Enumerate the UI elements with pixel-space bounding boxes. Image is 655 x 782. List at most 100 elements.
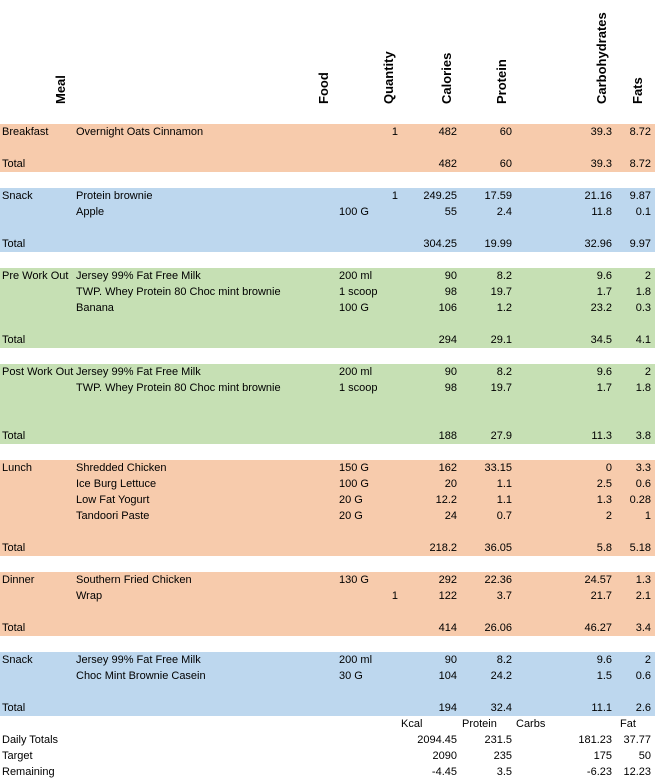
table-row: Apple 100 G 55 2.4 11.8 0.1	[0, 204, 655, 220]
unit-cell: 20 G	[339, 494, 363, 506]
calories-cell: 218.2	[429, 542, 457, 554]
summary-carbs: 175	[593, 750, 612, 762]
fats-cell: 2.6	[635, 702, 651, 714]
protein-cell: 19.7	[490, 286, 512, 298]
table-row: Snack Protein brownie 1 249.25 17.59 21.16 9.8…	[0, 188, 655, 204]
total-row: Total 194 32.4 11.1 2.6	[0, 700, 655, 716]
table-row: Snack Jersey 99% Fat Free Milk 200 ml 90 8.2…	[0, 652, 655, 668]
summary-row-target: Target 2090 235 175 50	[0, 748, 655, 764]
calories-cell: 24	[444, 510, 457, 522]
table-row: Wrap 1 122 3.7 21.7 2.1	[0, 588, 655, 604]
carbs-cell: 23.2	[590, 302, 612, 314]
unit-cell: 30 G	[339, 670, 363, 682]
meal-cell: Total	[2, 702, 26, 714]
food-cell: Tandoori Paste	[76, 510, 150, 522]
total-row: Total 482 60 39.3 8.72	[0, 156, 655, 172]
food-cell: Southern Fried Chicken	[76, 574, 192, 586]
food-cell: Protein brownie	[76, 190, 153, 202]
table-row	[0, 524, 655, 540]
fats-cell: 8.72	[629, 126, 651, 138]
fats-cell: 3.3	[635, 462, 651, 474]
calories-cell: 106	[438, 302, 457, 314]
fats-cell: 1.8	[635, 382, 651, 394]
table-row	[0, 604, 655, 620]
protein-cell: 27.9	[490, 430, 512, 442]
calories-cell: 414	[438, 622, 457, 634]
calories-cell: 90	[444, 654, 457, 666]
meal-cell: Post Work Out	[2, 366, 74, 378]
protein-cell: 8.2	[496, 270, 512, 282]
carbs-cell: 1.7	[596, 286, 612, 298]
table-row	[0, 348, 655, 364]
calories-cell: 162	[438, 462, 457, 474]
food-cell: Overnight Oats Cinnamon	[76, 126, 204, 138]
table-row	[0, 316, 655, 332]
calories-cell: 98	[444, 382, 457, 394]
protein-cell: 60	[499, 126, 512, 138]
summary-carbs: -6.23	[586, 766, 612, 778]
summary-calories: 2094.45	[417, 734, 457, 746]
summary-label: Daily Totals	[2, 734, 59, 746]
table-row	[0, 636, 655, 652]
fats-cell: 0.6	[635, 670, 651, 682]
table-row	[0, 444, 655, 460]
calories-cell: 294	[438, 334, 457, 346]
unit-cell: 130 G	[339, 574, 369, 586]
protein-cell: 60	[499, 158, 512, 170]
summary-header-row: Kcal Protein Carbs Fat	[0, 716, 655, 732]
unit-cell: 200 ml	[339, 270, 373, 282]
calories-cell: 122	[438, 590, 457, 602]
protein-cell: 26.06	[484, 622, 512, 634]
fats-cell: 1.8	[635, 286, 651, 298]
table-row	[0, 220, 655, 236]
carbs-cell: 1.3	[596, 494, 612, 506]
summary-protein: 3.5	[496, 766, 512, 778]
calories-cell: 292	[438, 574, 457, 586]
summary-fat-label: Fat	[620, 718, 636, 730]
header-carbohydrates: Carbohydrates	[594, 12, 609, 104]
header-meal: Meal	[53, 75, 68, 104]
carbs-cell: 24.57	[584, 574, 612, 586]
summary-kcal-label: Kcal	[401, 718, 423, 730]
food-cell: Shredded Chicken	[76, 462, 167, 474]
carbs-cell: 0	[605, 462, 612, 474]
protein-cell: 22.36	[484, 574, 512, 586]
carbs-cell: 39.3	[590, 158, 612, 170]
carbs-cell: 21.16	[584, 190, 612, 202]
protein-cell: 17.59	[484, 190, 512, 202]
calories-cell: 482	[438, 126, 457, 138]
summary-fat: 37.77	[623, 734, 651, 746]
table-row	[0, 412, 655, 428]
calories-cell: 55	[444, 206, 457, 218]
protein-cell: 1.2	[496, 302, 512, 314]
calories-cell: 194	[438, 702, 457, 714]
protein-cell: 3.7	[496, 590, 512, 602]
fats-cell: 3.4	[635, 622, 651, 634]
fats-cell: 9.87	[629, 190, 651, 202]
total-row: Total 218.2 36.05 5.8 5.18	[0, 540, 655, 556]
protein-cell: 33.15	[484, 462, 512, 474]
table-row	[0, 252, 655, 268]
carbs-cell: 2	[605, 510, 612, 522]
food-cell: Wrap	[76, 590, 103, 602]
table-row: Pre Work Out Jersey 99% Fat Free Milk 200 …	[0, 268, 655, 284]
food-cell: TWP. Whey Protein 80 Choc mint brownie	[76, 286, 281, 298]
table-row: TWP. Whey Protein 80 Choc mint brownie 1 …	[0, 380, 655, 396]
food-cell: Low Fat Yogurt	[76, 494, 150, 506]
food-cell: TWP. Whey Protein 80 Choc mint brownie	[76, 382, 281, 394]
carbs-cell: 39.3	[590, 126, 612, 138]
table-row: Choc Mint Brownie Casein 30 G 104 24.2 1.5 0.…	[0, 668, 655, 684]
total-row: Total 294 29.1 34.5 4.1	[0, 332, 655, 348]
carbs-cell: 5.8	[596, 542, 612, 554]
total-row: Total 414 26.06 46.27 3.4	[0, 620, 655, 636]
carbs-cell: 1.7	[596, 382, 612, 394]
summary-row-remaining: Remaining -4.45 3.5 -6.23 12.23	[0, 764, 655, 780]
table-row: Dinner Southern Fried Chicken 130 G 292 22.3…	[0, 572, 655, 588]
carbs-cell: 9.6	[596, 654, 612, 666]
protein-cell: 19.99	[484, 238, 512, 250]
table-row: Low Fat Yogurt 20 G 12.2 1.1 1.3 0.28	[0, 492, 655, 508]
fats-cell: 3.8	[635, 430, 651, 442]
fats-cell: 0.28	[629, 494, 651, 506]
unit-cell: 100 G	[339, 478, 369, 490]
food-cell: Jersey 99% Fat Free Milk	[76, 654, 201, 666]
